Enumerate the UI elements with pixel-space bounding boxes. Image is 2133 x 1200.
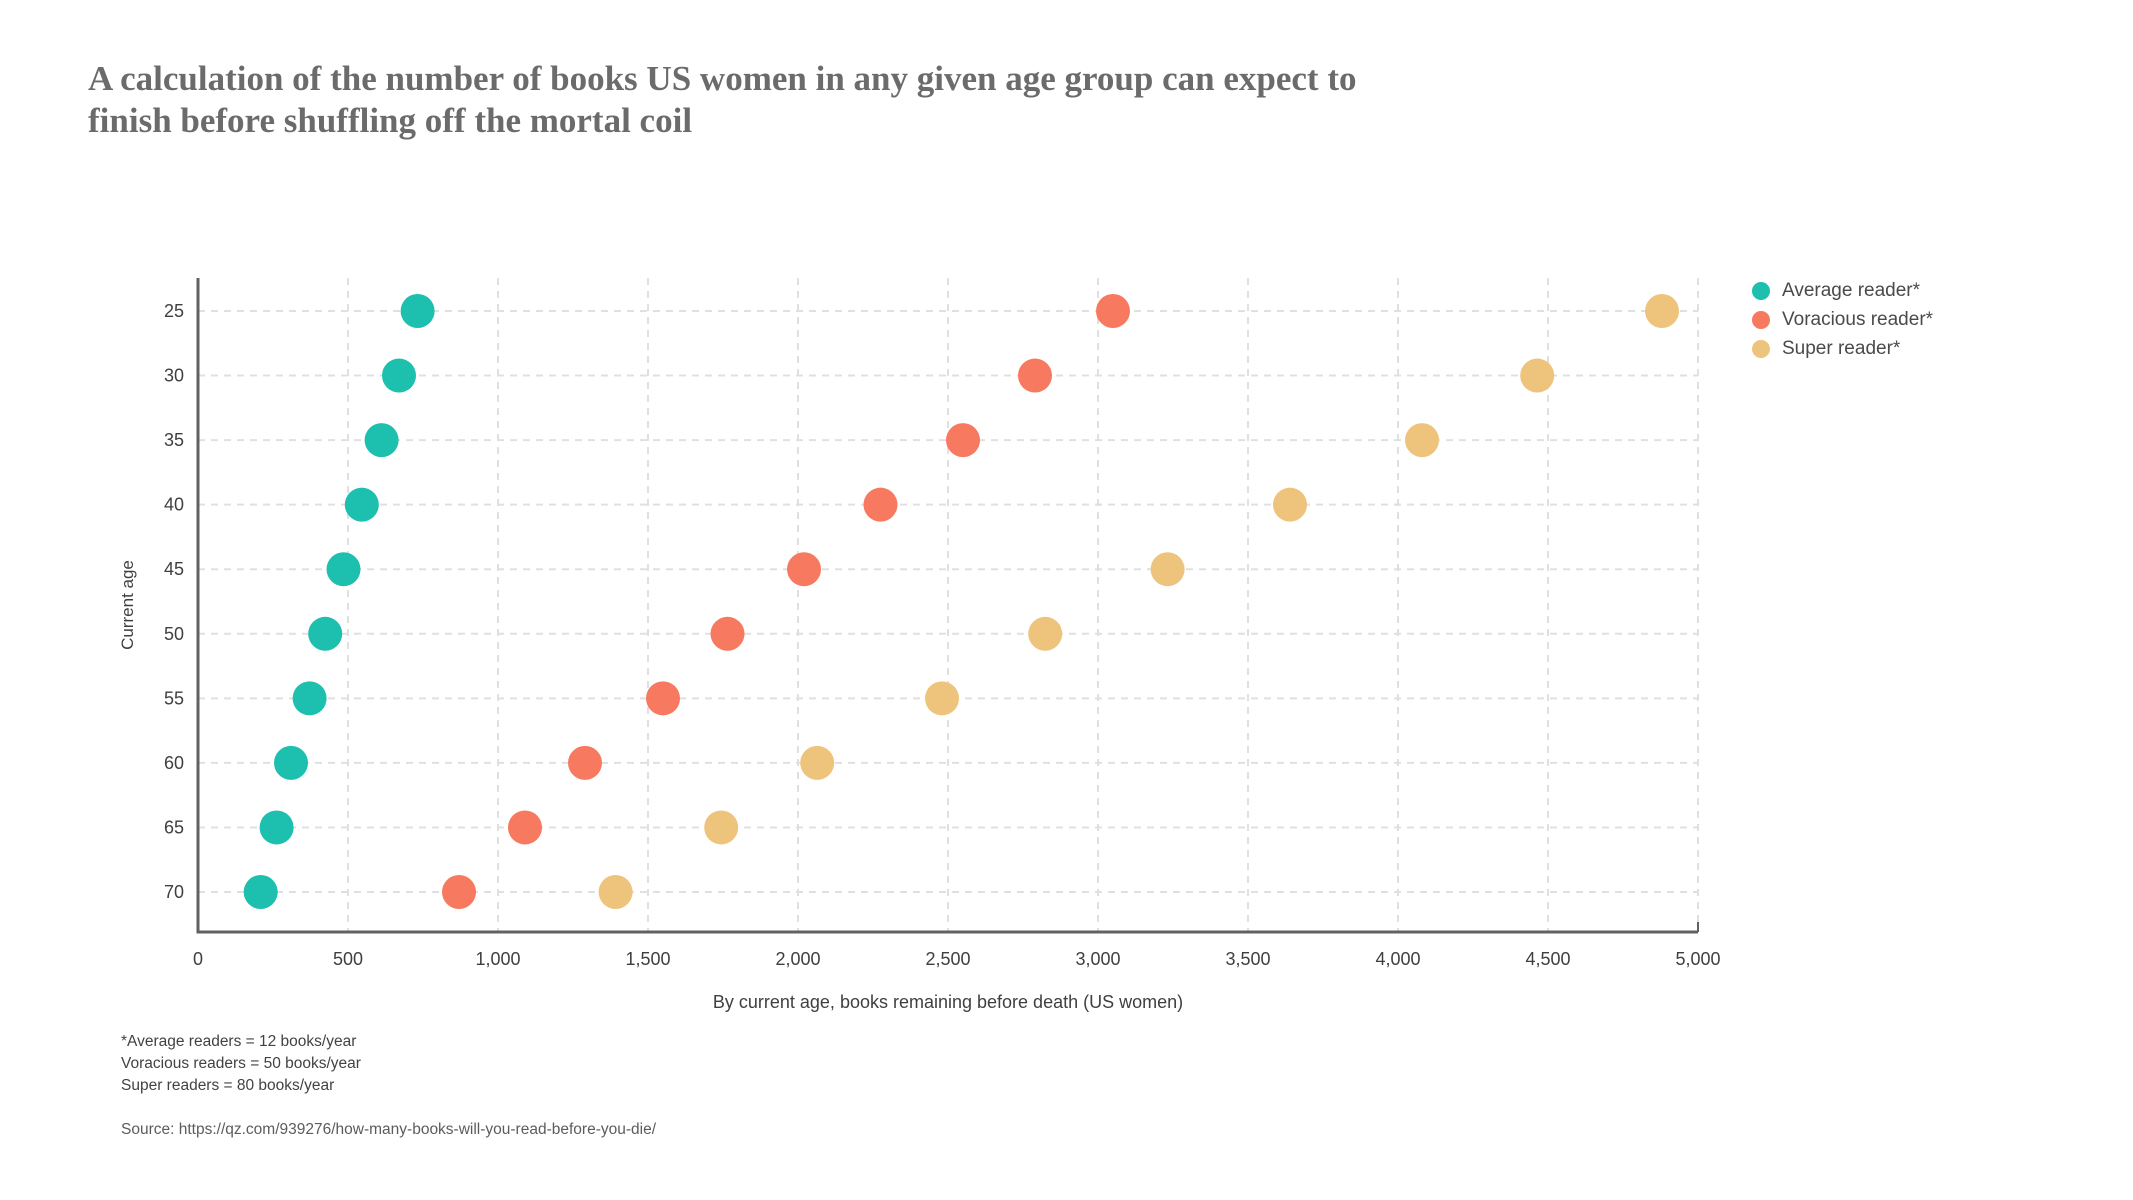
data-point[interactable] xyxy=(292,681,327,716)
x-tick-label: 3,000 xyxy=(1075,949,1120,969)
x-tick-label: 2,500 xyxy=(925,949,970,969)
x-tick-label: 0 xyxy=(193,949,203,969)
footnotes: *Average readers = 12 books/year Voracio… xyxy=(121,1031,361,1097)
legend-item-voracious-reader[interactable]: Voracious reader* xyxy=(1752,305,1933,334)
x-tick-label: 4,000 xyxy=(1375,949,1420,969)
data-point[interactable] xyxy=(400,294,435,328)
y-tick-label: 40 xyxy=(164,495,184,515)
y-tick-label: 30 xyxy=(164,366,184,386)
data-point[interactable] xyxy=(1018,358,1052,393)
data-point[interactable] xyxy=(1096,294,1130,328)
series-average-reader- xyxy=(243,294,435,909)
y-tick-label: 25 xyxy=(164,301,184,321)
y-axis-title: Current age xyxy=(118,560,137,650)
x-tick-label: 4,500 xyxy=(1525,949,1570,969)
y-tick-label: 70 xyxy=(164,882,184,902)
data-point[interactable] xyxy=(442,875,476,909)
legend-dot-average-icon xyxy=(1752,281,1770,300)
legend-label: Super reader* xyxy=(1782,337,1901,359)
data-point[interactable] xyxy=(646,681,680,716)
series-super-reader- xyxy=(598,294,1679,909)
data-point[interactable] xyxy=(1645,294,1679,328)
y-tick-label: 45 xyxy=(164,559,184,579)
data-point[interactable] xyxy=(1273,487,1307,522)
data-point[interactable] xyxy=(946,423,980,458)
data-point[interactable] xyxy=(1405,423,1439,458)
data-point[interactable] xyxy=(1028,616,1063,651)
data-point[interactable] xyxy=(710,616,745,651)
data-point[interactable] xyxy=(598,875,633,909)
series-voracious-reader- xyxy=(442,294,1130,909)
x-axis-title: By current age, books remaining before d… xyxy=(712,992,1184,1012)
data-point[interactable] xyxy=(800,745,835,780)
data-point[interactable] xyxy=(364,423,399,458)
x-tick-labels: 0 500 1,000 1,500 2,000 2,500 3,000 3,500 4,000 4… xyxy=(193,949,1721,969)
x-tick-label: 1,000 xyxy=(475,949,520,969)
x-tick-label: 3,500 xyxy=(1225,949,1270,969)
data-point[interactable] xyxy=(274,745,308,780)
data-point[interactable] xyxy=(925,681,959,716)
data-point[interactable] xyxy=(308,616,343,651)
gridlines xyxy=(198,278,1699,932)
legend-label: Average reader* xyxy=(1782,279,1921,301)
y-tick-label: 35 xyxy=(164,430,184,450)
data-point[interactable] xyxy=(568,745,602,780)
data-point[interactable] xyxy=(382,358,416,393)
x-tick-label: 500 xyxy=(333,949,363,969)
data-point[interactable] xyxy=(704,810,739,845)
chart-title: A calculation of the number of books US … xyxy=(88,59,1357,140)
data-point[interactable] xyxy=(508,810,542,845)
x-tick-label: 2,000 xyxy=(775,949,820,969)
data-point[interactable] xyxy=(863,487,898,522)
legend-dot-voracious-icon xyxy=(1752,310,1770,329)
data-point[interactable] xyxy=(259,810,294,845)
legend-item-average-reader[interactable]: Average reader* xyxy=(1752,276,1933,305)
legend-item-super-reader[interactable]: Super reader* xyxy=(1752,334,1933,363)
y-tick-label: 65 xyxy=(164,817,184,837)
source-link[interactable]: Source: https://qz.com/939276/how-many-b… xyxy=(121,1121,656,1138)
data-point[interactable] xyxy=(1150,552,1185,587)
footnote-voracious: Voracious readers = 50 books/year xyxy=(121,1055,361,1072)
y-tick-label: 60 xyxy=(164,753,184,773)
legend: Average reader* Voracious reader* Super … xyxy=(1752,276,1933,363)
data-point[interactable] xyxy=(787,552,821,587)
legend-label: Voracious reader* xyxy=(1782,308,1934,330)
x-tick-label: 5,000 xyxy=(1675,949,1720,969)
data-point[interactable] xyxy=(344,487,379,522)
y-tick-label: 50 xyxy=(164,624,184,644)
footnote-super: Super readers = 80 books/year xyxy=(121,1077,335,1094)
data-point[interactable] xyxy=(243,875,278,909)
data-point[interactable] xyxy=(326,552,361,587)
legend-dot-super-icon xyxy=(1752,339,1770,358)
axes xyxy=(196,278,1699,934)
footnote-average: *Average readers = 12 books/year xyxy=(121,1033,357,1050)
y-tick-label: 55 xyxy=(164,688,184,708)
x-tick-label: 1,500 xyxy=(625,949,670,969)
y-tick-labels: 25 30 35 40 45 50 55 60 65 70 xyxy=(164,301,184,902)
data-point[interactable] xyxy=(1520,358,1555,393)
